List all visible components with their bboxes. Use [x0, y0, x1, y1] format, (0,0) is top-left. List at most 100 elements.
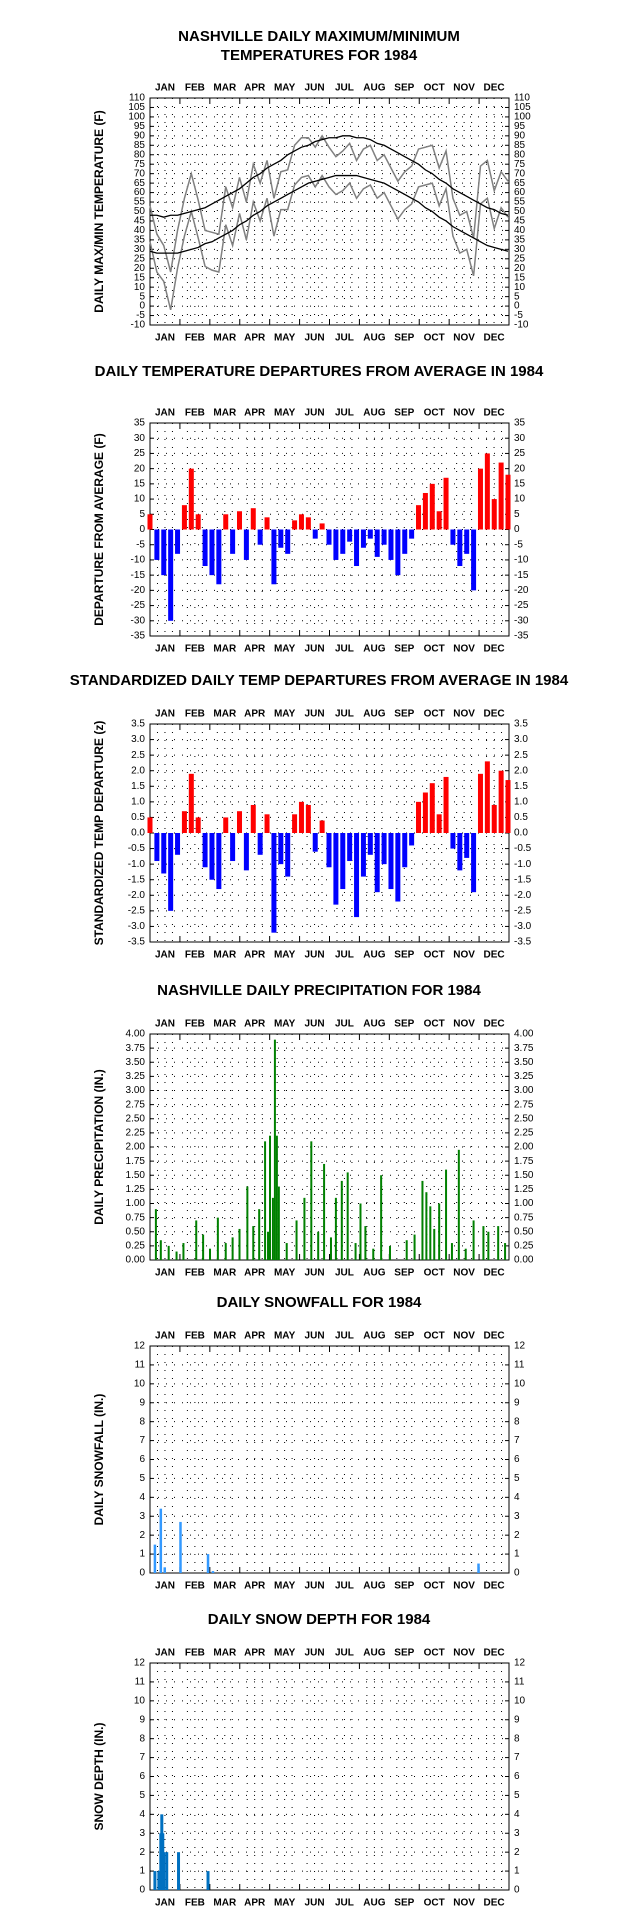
bar — [303, 1197, 306, 1260]
month-label-top: DEC — [483, 1648, 504, 1659]
y-tick-label-right: 1.00 — [514, 1198, 534, 1209]
bar — [388, 529, 394, 560]
bar — [165, 1852, 169, 1890]
y-tick-label-right: 4 — [514, 1809, 520, 1820]
y-tick-label-right: 1.0 — [514, 796, 528, 807]
y-tick-label-right: 30 — [514, 433, 526, 444]
y-tick-label-left: -25 — [131, 600, 146, 611]
bar — [161, 529, 167, 576]
y-tick-label-left: 5 — [139, 1790, 145, 1801]
month-label-top: JAN — [155, 1331, 175, 1342]
month-label-bottom: SEP — [394, 1581, 414, 1592]
y-tick-label-left: 20 — [134, 463, 146, 474]
bar — [360, 529, 366, 548]
y-tick-label-left: -35 — [131, 631, 146, 642]
bar — [425, 1192, 428, 1260]
y-tick-label-left: -2.5 — [128, 905, 146, 916]
y-tick-label-right: -10 — [514, 320, 529, 331]
month-label-bottom: SEP — [394, 333, 414, 344]
bar — [216, 529, 222, 585]
y-tick-label-right: -3.0 — [514, 921, 532, 932]
y-tick-label-left: -20 — [131, 585, 146, 596]
y-tick-label-right: -20 — [514, 585, 529, 596]
y-tick-label-left: 80 — [134, 149, 146, 160]
month-label-top: SEP — [394, 1019, 414, 1030]
month-label-top: JUL — [335, 709, 354, 720]
bar — [429, 783, 435, 833]
y-tick-label-left: 10 — [134, 1695, 146, 1706]
month-label-top: MAY — [274, 1331, 296, 1342]
month-label-top: JUN — [305, 1648, 325, 1659]
y-tick-label-left: 3 — [139, 1511, 145, 1522]
y-tick-label-left: 75 — [134, 159, 146, 170]
bar — [202, 529, 208, 567]
bar — [258, 1209, 261, 1260]
month-label-top: JAN — [155, 83, 175, 94]
bar — [477, 468, 483, 530]
y-tick-label-left: 70 — [134, 168, 146, 179]
y-tick-label-right: 1.50 — [514, 1170, 534, 1181]
plot-frame — [149, 1033, 510, 1261]
y-tick-label-left: 6 — [139, 1771, 145, 1782]
month-label-top: JUL — [335, 1331, 354, 1342]
y-tick-label-right: -0.5 — [514, 843, 532, 854]
bar — [436, 511, 442, 530]
month-label-top: APR — [244, 1648, 266, 1659]
y-axis-label: DAILY SNOWFALL (IN.) — [92, 1394, 106, 1526]
month-label-bottom: JAN — [155, 1581, 175, 1592]
month-label-bottom: MAY — [274, 1268, 296, 1279]
y-tick-label-right: -30 — [514, 615, 529, 626]
y-tick-label-right: 55 — [514, 197, 526, 208]
y-tick-label-right: 15 — [514, 272, 526, 283]
bar — [464, 529, 470, 554]
bar — [195, 514, 201, 530]
y-axis-label: DAILY PRECIPITATION (IN.) — [92, 1069, 106, 1225]
y-axis-label: STANDARDIZED TEMP DEPARTURE (z) — [92, 721, 106, 946]
bar — [340, 1180, 343, 1260]
bar — [405, 1240, 408, 1260]
bar — [271, 1197, 274, 1260]
temperature-line — [149, 174, 509, 311]
y-tick-label-right: 5 — [514, 1790, 520, 1801]
bar — [457, 833, 463, 871]
chart-title: DAILY SNOW DEPTH FOR 1984 — [208, 1611, 431, 1628]
bar — [491, 804, 497, 833]
month-label-bottom: DEC — [483, 644, 504, 655]
month-label-bottom: AUG — [363, 1581, 385, 1592]
bar — [457, 529, 463, 567]
month-label-top: OCT — [424, 408, 445, 419]
bar — [154, 1209, 157, 1260]
y-tick-label-right: 0 — [514, 524, 520, 535]
bar — [292, 520, 298, 530]
bar — [305, 517, 311, 530]
month-label-bottom: DEC — [483, 333, 504, 344]
bar — [202, 833, 208, 868]
y-tick-label-right: 9 — [514, 1397, 520, 1408]
month-label-bottom: JUN — [305, 1581, 325, 1592]
month-label-top: AUG — [363, 83, 385, 94]
month-label-top: SEP — [394, 83, 414, 94]
month-label-bottom: JUN — [305, 1898, 325, 1909]
y-tick-label-right: -15 — [514, 570, 529, 581]
bar — [159, 1508, 163, 1573]
bar — [264, 814, 270, 833]
bar — [346, 1172, 349, 1260]
bar — [443, 776, 449, 833]
bar — [298, 801, 304, 833]
bar — [340, 529, 346, 554]
y-tick-label-left: 4 — [139, 1492, 145, 1503]
bar — [273, 1039, 276, 1260]
chart-title: NASHVILLE DAILY PRECIPITATION FOR 1984 — [157, 982, 481, 999]
month-label-top: JUN — [305, 1019, 325, 1030]
bar — [277, 1186, 280, 1260]
bar — [206, 1554, 210, 1573]
bar — [329, 1237, 332, 1260]
bar — [374, 529, 380, 557]
bar — [211, 1571, 215, 1573]
y-tick-label-left: 0.75 — [126, 1212, 146, 1223]
month-label-top: APR — [244, 83, 266, 94]
y-tick-label-left: 12 — [134, 1658, 146, 1669]
month-label-bottom: SEP — [394, 1898, 414, 1909]
bar — [395, 833, 401, 902]
